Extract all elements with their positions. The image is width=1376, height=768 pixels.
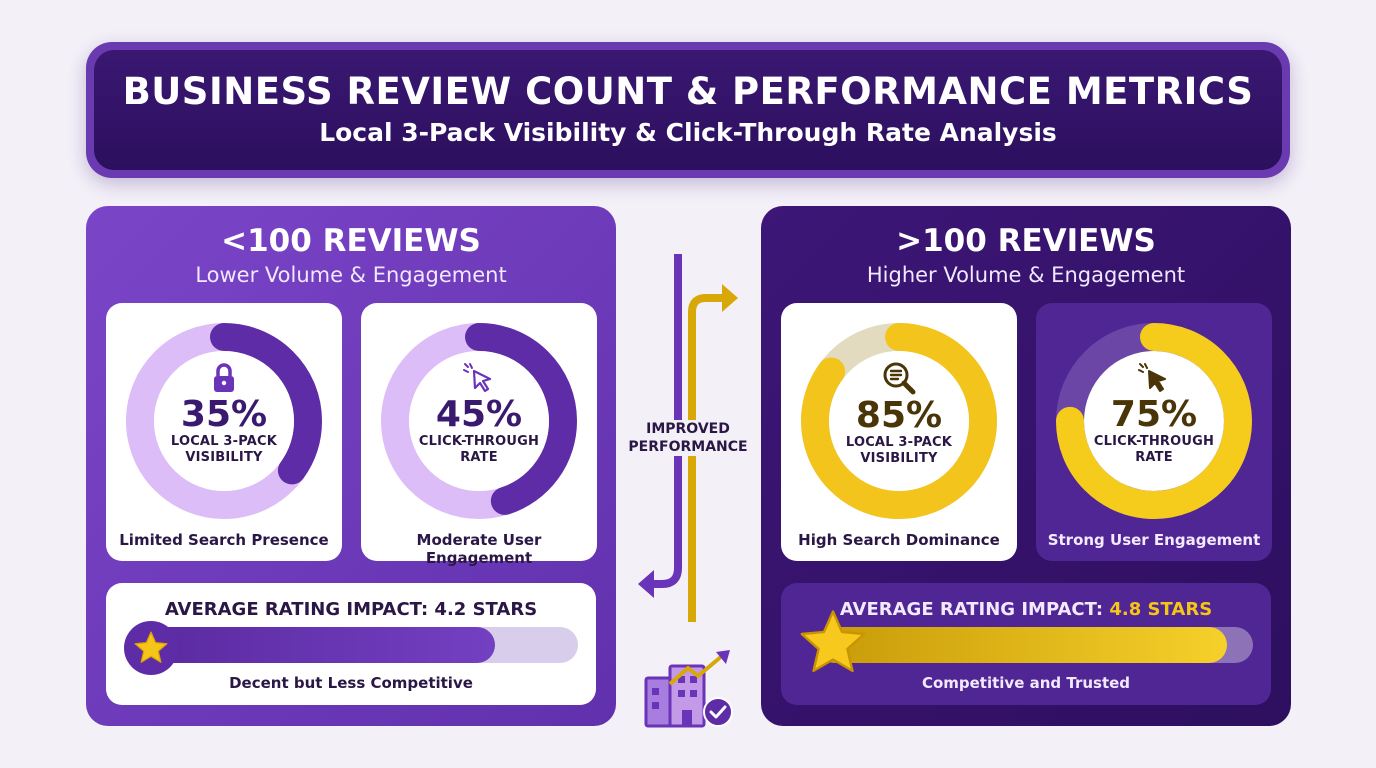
rating-bar-track <box>142 627 578 663</box>
down-arrow-line <box>648 254 682 588</box>
gauge-center: 45% CLICK-THROUGH RATE <box>404 362 554 466</box>
star-badge <box>124 621 178 675</box>
metric-label-line2: VISIBILITY <box>185 450 263 465</box>
gauge-center: 35% LOCAL 3-PACK VISIBILITY <box>149 362 299 466</box>
star-icon <box>134 631 168 663</box>
metric-label-line1: CLICK-THROUGH <box>418 434 540 449</box>
ctr-gauge <box>381 323 577 519</box>
star-icon <box>800 610 866 673</box>
visibility-gauge <box>801 323 997 519</box>
panel-over-100-reviews: >100 REVIEWS Higher Volume & Engagement … <box>761 206 1291 726</box>
panel-title: <100 REVIEWS <box>221 223 481 259</box>
gauge-inner <box>1084 351 1224 491</box>
rating-title-value: 4.8 STARS <box>1109 599 1213 620</box>
metric-card-visibility: 35% LOCAL 3-PACK VISIBILITY Limited Sear… <box>106 303 342 561</box>
panel-subtitle: Lower Volume & Engagement <box>195 263 507 287</box>
gauge-inner <box>154 351 294 491</box>
metric-label-line2: VISIBILITY <box>860 451 938 466</box>
gauge-inner <box>829 351 969 491</box>
gauge-fill <box>801 323 997 519</box>
card-caption: Limited Search Presence <box>119 531 329 549</box>
gauge-fill <box>381 323 577 519</box>
gauge-center: 85% LOCAL 3-PACK VISIBILITY <box>824 361 974 467</box>
card-caption: High Search Dominance <box>798 531 1000 549</box>
search-list-icon <box>883 362 916 395</box>
metric-label-line2: RATE <box>460 450 498 465</box>
metric-label-line2: RATE <box>1135 450 1173 465</box>
rating-bar-fill <box>142 627 496 663</box>
rating-caption: Decent but Less Competitive <box>229 674 473 692</box>
percent-value: 85% <box>855 395 943 436</box>
down-arrow-head <box>638 570 654 598</box>
improved-performance-label: IMPROVED PERFORMANCE <box>621 420 755 456</box>
rating-title-prefix: AVERAGE RATING IMPACT: <box>839 599 1110 620</box>
cursor-click-icon <box>463 363 492 393</box>
metric-card-ctr: 75% CLICK-THROUGH RATE Strong User Engag… <box>1036 303 1272 561</box>
visibility-gauge <box>126 323 322 519</box>
panel-under-100-reviews: <100 REVIEWS Lower Volume & Engagement 3… <box>86 206 616 726</box>
rating-caption: Competitive and Trusted <box>921 674 1131 692</box>
lock-icon <box>214 363 234 392</box>
cursor-click-icon <box>1138 363 1166 392</box>
metric-label-line1: LOCAL 3-PACK <box>845 435 953 450</box>
up-arrow-line <box>688 294 724 622</box>
rating-title: AVERAGE RATING IMPACT: 4.8 STARS <box>781 599 1271 620</box>
metric-card-visibility: 85% LOCAL 3-PACK VISIBILITY High Search … <box>781 303 1017 561</box>
page-title: BUSINESS REVIEW COUNT & PERFORMANCE METR… <box>122 70 1254 113</box>
percent-value: 75% <box>1110 394 1198 435</box>
page-subtitle: Local 3-Pack Visibility & Click-Through … <box>319 118 1057 147</box>
connector-label-line1: IMPROVED <box>646 421 730 437</box>
panel-subtitle: Higher Volume & Engagement <box>866 263 1186 287</box>
rating-card: AVERAGE RATING IMPACT: 4.8 STARS Competi… <box>781 583 1271 705</box>
gauge-fill <box>126 323 322 519</box>
metric-label-line1: CLICK-THROUGH <box>1093 434 1215 449</box>
up-arrow-head <box>722 284 738 312</box>
percent-value: 35% <box>180 394 268 435</box>
rating-card: AVERAGE RATING IMPACT: 4.2 STARS Decent … <box>106 583 596 705</box>
card-caption: Strong User Engagement <box>1047 531 1261 549</box>
percent-value: 45% <box>435 394 523 435</box>
title-banner: BUSINESS REVIEW COUNT & PERFORMANCE METR… <box>86 42 1290 178</box>
rating-bar-fill <box>817 627 1227 663</box>
business-growth-icon <box>644 650 733 728</box>
rating-title: AVERAGE RATING IMPACT: 4.2 STARS <box>164 599 538 620</box>
title-banner-inner: BUSINESS REVIEW COUNT & PERFORMANCE METR… <box>94 50 1282 170</box>
gauge-center: 75% CLICK-THROUGH RATE <box>1079 362 1229 466</box>
metric-card-ctr: 45% CLICK-THROUGH RATE Moderate User Eng… <box>361 303 597 567</box>
gauge-fill <box>1056 323 1252 519</box>
connector-label-line2: PERFORMANCE <box>628 439 748 455</box>
metric-label-line1: LOCAL 3-PACK <box>170 434 278 449</box>
gauge-inner <box>409 351 549 491</box>
rating-bar-track <box>817 627 1253 663</box>
ctr-gauge <box>1056 323 1252 519</box>
panel-title: >100 REVIEWS <box>896 223 1156 259</box>
performance-connector <box>638 254 738 622</box>
card-caption: Moderate User Engagement <box>416 531 542 567</box>
